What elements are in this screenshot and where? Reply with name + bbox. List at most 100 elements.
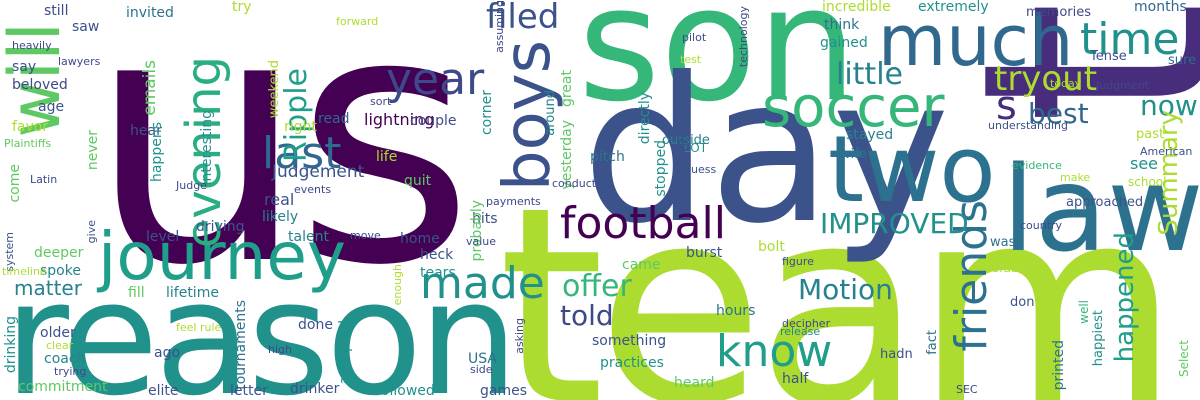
word-release: release [780,325,821,338]
word-reason: reason [4,247,519,400]
word-judge: Judge [176,179,207,192]
word-hits: hits [472,211,498,227]
word-year: year [386,54,485,105]
word-pitch: pitch [590,149,625,165]
word-club: Club [990,261,1020,276]
word-judgment: Judgment [1096,79,1149,92]
word-payments: payments [486,195,541,208]
word-american: American [1140,145,1193,158]
word-quit: quit [404,173,432,189]
word-heck: heck [420,247,454,263]
word-motion: Motion [798,273,893,306]
word-journey: journey [98,218,347,295]
word-team: team [498,150,1180,400]
word-last: last [262,128,342,179]
word-happened: happened [1110,232,1140,363]
word-half: half [782,371,809,387]
word-lawyers: lawyers [58,55,101,68]
word-drinking: drinking [3,316,19,374]
word-today: today [1050,77,1082,90]
word-real: real [264,190,295,209]
word-ripple: Ripple [279,68,314,163]
word-stayed: stayed [846,127,894,143]
word-bolt: bolt [758,239,785,255]
word-pilot: pilot [682,31,707,44]
word-ago: ago [154,345,181,361]
word-couple: couple [410,113,457,129]
word-school: school [1128,175,1167,189]
word-heavily: heavily [12,39,52,52]
word-clear: clear [46,339,74,352]
word-plaintiffs: Plaintiffs [4,137,52,150]
word-know: know [716,326,833,377]
word-side: side [470,363,493,376]
word-practices: practices [600,355,664,371]
word-us: us [88,0,474,341]
word-directly: directly [637,92,653,145]
word-little: little [836,57,903,92]
word-now: now [1140,89,1198,122]
word-around: around [543,90,558,136]
word-coach: coach [44,351,86,367]
word-two: two [828,116,996,223]
word-older: older [40,325,76,341]
word-home: home [400,231,440,247]
word-hadn: hadn [880,347,913,362]
word-spoke: spoke [40,263,81,279]
word-came: came [622,257,661,273]
word-feel-rule: feel rule [176,321,222,334]
word-forward: forward [336,15,379,28]
word-value: value [466,235,497,248]
word-judgement: Judgement [272,162,365,182]
word-offer: offer [562,269,632,304]
word-level: level [146,229,180,245]
word-law: law [1002,140,1200,278]
word-commitment: commitment [18,379,108,395]
word-told: told [560,299,614,332]
word-best: best [1028,97,1089,130]
word-emails: emails [140,60,160,116]
word-filed: filed [486,0,560,37]
word-wife: wife [840,147,867,162]
word-weekend: weekend [267,60,282,119]
word-much: much [878,0,1074,82]
word-outside: outside [662,133,710,148]
word-tears: tears [420,265,456,281]
word-select: Select [1177,340,1191,378]
word-incredible: incredible [822,0,891,15]
word-usa: USA [468,351,497,367]
word-soccer: soccer [762,75,945,140]
word-well: well [1077,300,1091,324]
word-matter: matter [14,276,82,300]
word-test: test [680,53,702,66]
word-printed: printed [1051,340,1067,391]
word-letter: letter [230,383,268,399]
word-life: life [376,149,398,165]
word-read: read [318,111,350,127]
word-figure: figure [782,255,814,268]
word-past: past [1136,127,1165,142]
word-driving: driving [196,219,245,235]
word-events: events [294,183,332,196]
word-age: age [38,99,65,115]
word-heard: heard [674,375,715,391]
word-think: think [824,17,860,33]
word-made: made [420,258,545,309]
word-day: day [582,35,950,268]
word-likely: likely [262,209,299,225]
word-saw: saw [72,19,100,35]
word-probably: probably [469,200,485,262]
word-tryout: tryout [994,59,1098,99]
word-enough: enough [391,264,404,306]
word-interesting: interesting [199,110,215,186]
word-sure: sure [1168,53,1197,68]
word-beloved: beloved [12,77,68,93]
word-son: son [578,0,858,137]
word-sort: sort [370,95,392,108]
word-still: still [44,3,69,19]
word-done: done [298,317,333,333]
word-lifetime: lifetime [166,285,219,301]
word-elite: elite [148,383,179,399]
word-guess: guess [684,163,717,176]
